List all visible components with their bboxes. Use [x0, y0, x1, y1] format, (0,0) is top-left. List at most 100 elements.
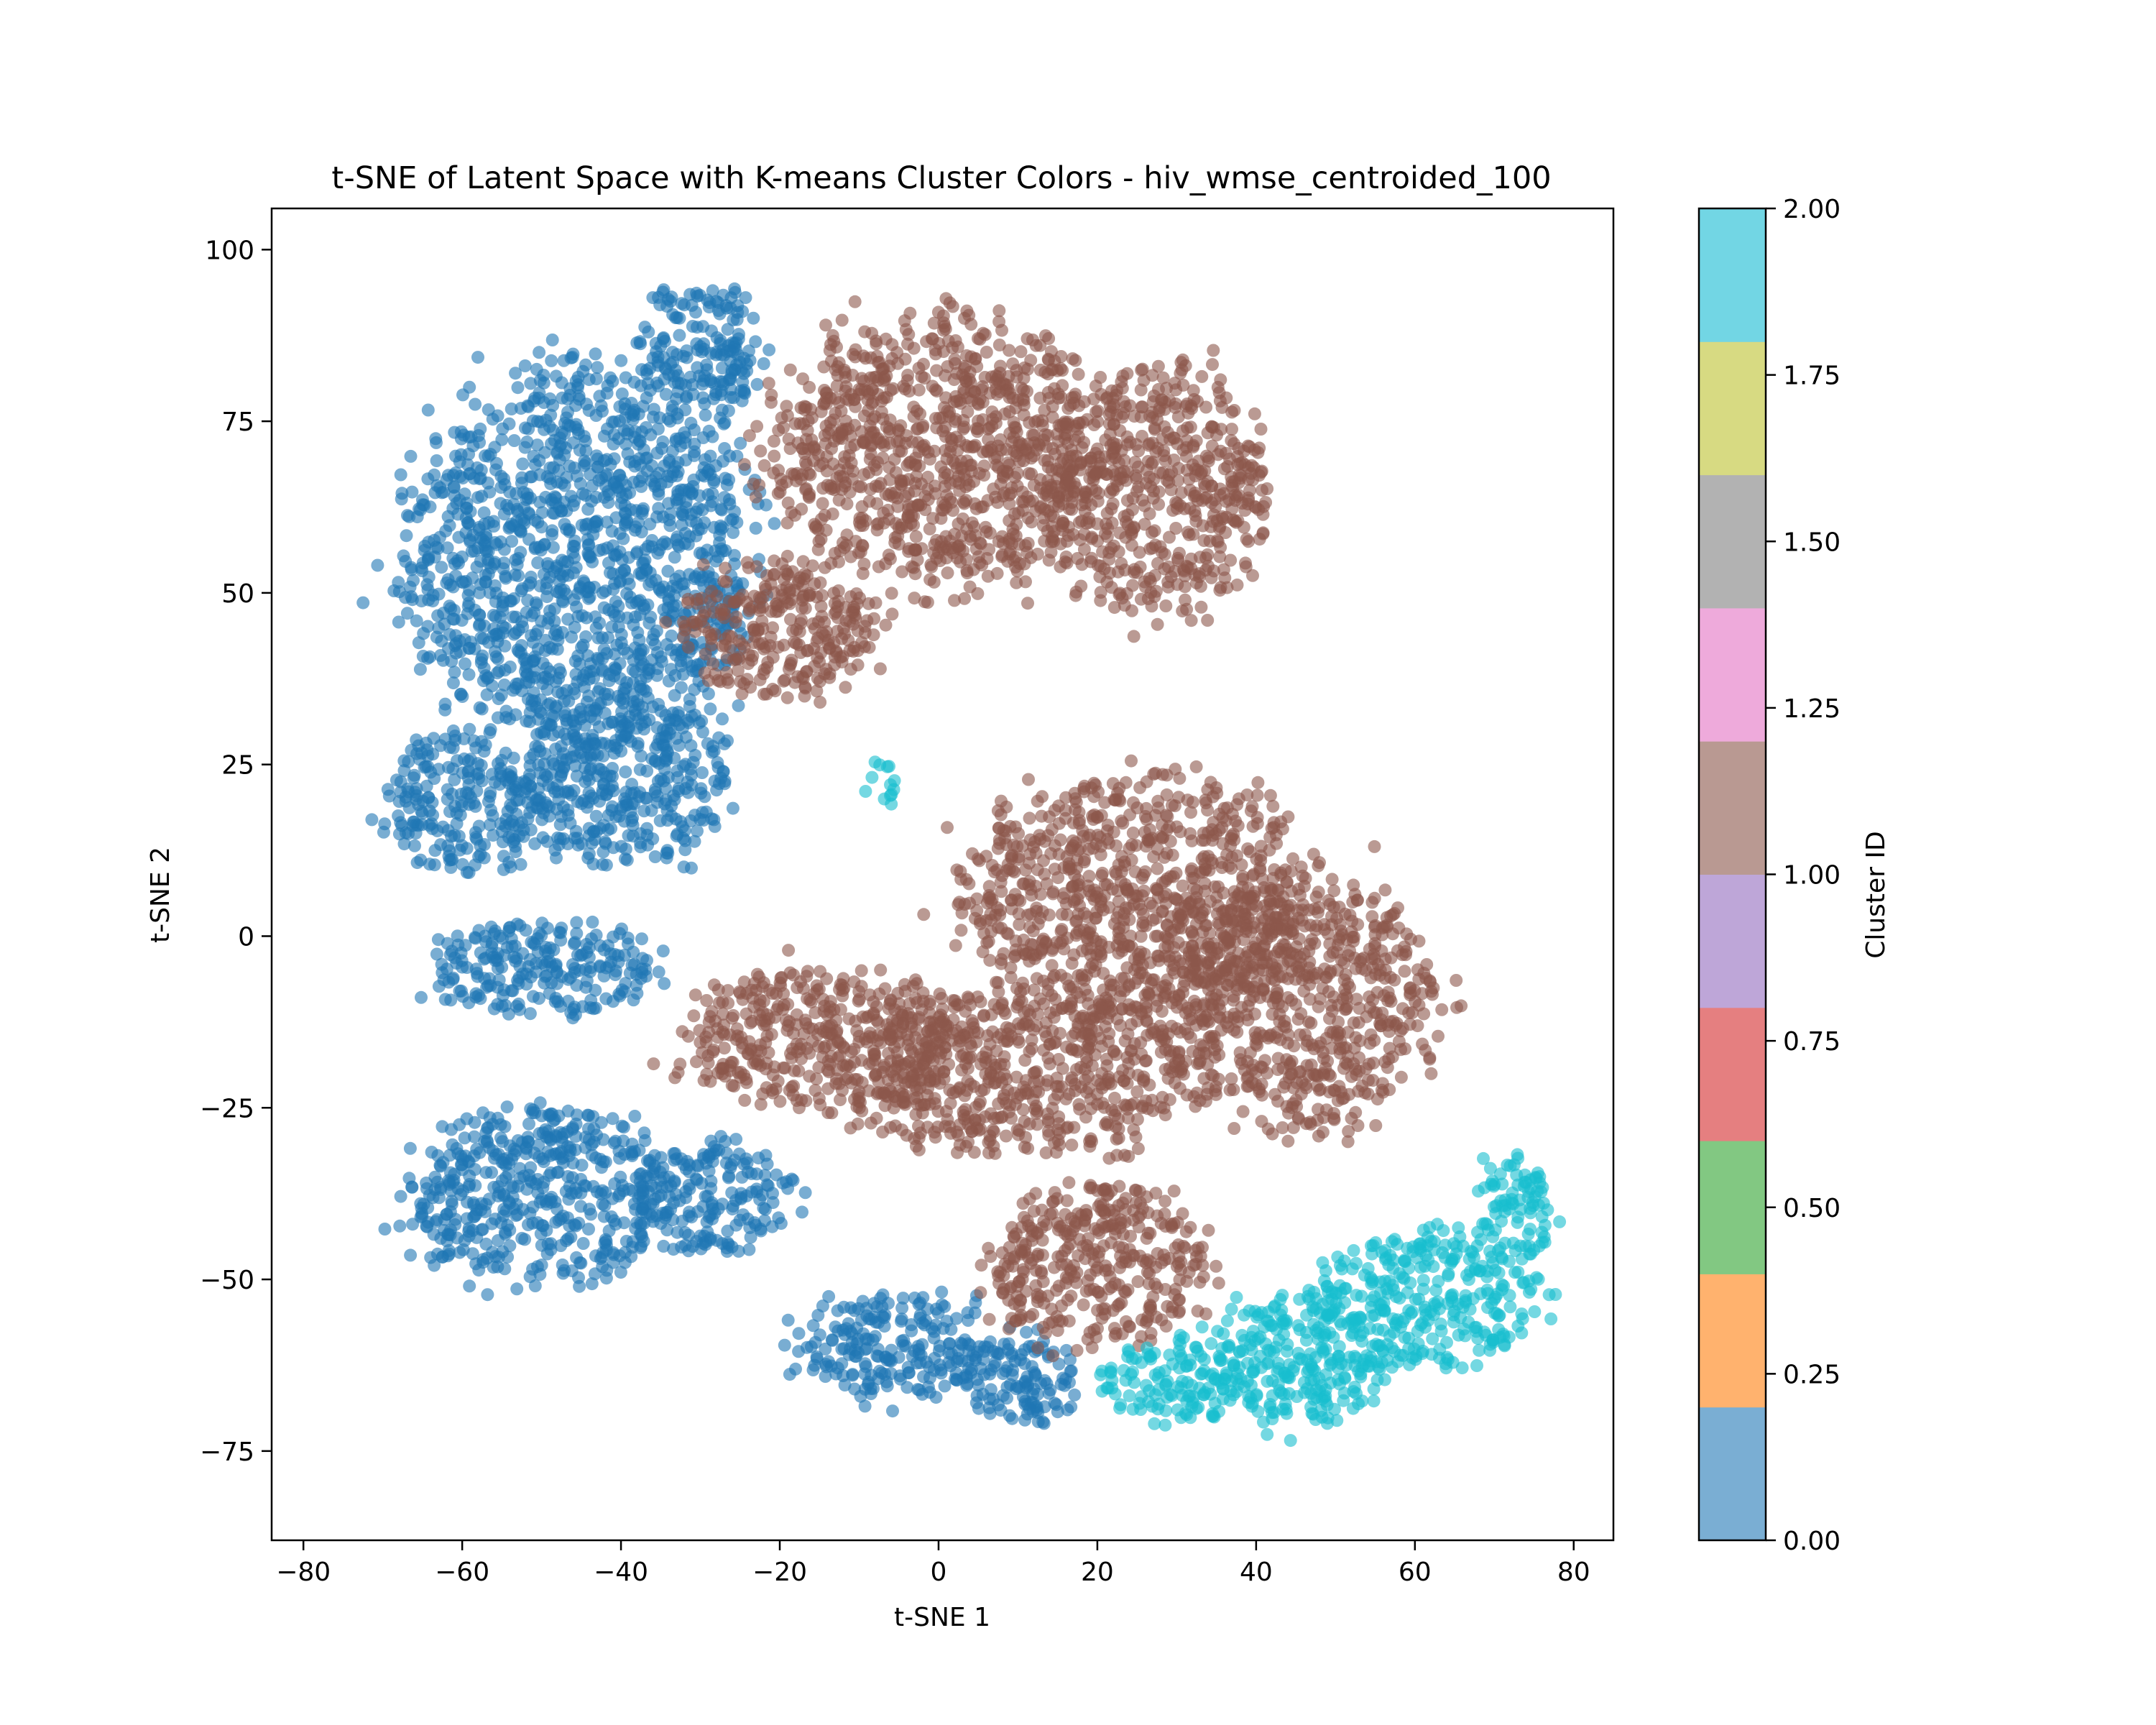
data-point [801, 414, 815, 428]
data-point [484, 448, 497, 461]
data-point [727, 1200, 740, 1213]
data-point [730, 449, 744, 463]
data-point [923, 1360, 936, 1374]
data-point [778, 1338, 791, 1352]
data-point [613, 527, 627, 540]
data-point [688, 834, 701, 848]
data-point [759, 498, 773, 512]
data-point [995, 550, 1009, 564]
data-point [1137, 374, 1151, 387]
data-point [429, 540, 443, 554]
data-point [470, 561, 484, 574]
data-point [459, 657, 471, 671]
data-point [579, 358, 592, 372]
data-point [448, 557, 461, 571]
data-point [421, 403, 435, 417]
data-point [563, 816, 577, 830]
data-point [459, 526, 473, 540]
data-point [581, 851, 595, 865]
data-point [519, 924, 533, 937]
data-point [508, 568, 522, 581]
data-point [947, 395, 961, 409]
data-point [1240, 533, 1253, 546]
data-point [735, 1170, 749, 1184]
data-point [635, 749, 648, 763]
data-point [582, 786, 596, 799]
data-point [480, 688, 494, 702]
data-point [602, 782, 616, 796]
data-point [420, 1182, 433, 1195]
data-point [549, 1128, 563, 1142]
data-point [493, 1186, 507, 1200]
data-point [583, 1202, 596, 1216]
data-point [661, 564, 675, 578]
data-point [686, 378, 699, 392]
data-point [663, 519, 677, 533]
data-point [507, 592, 521, 605]
data-point [525, 629, 538, 643]
data-point [972, 1402, 985, 1415]
data-point [1044, 1383, 1057, 1397]
data-point [510, 502, 524, 516]
data-point [528, 458, 542, 472]
data-point [518, 1233, 532, 1246]
data-point [475, 774, 489, 788]
data-point [525, 800, 539, 814]
data-point [652, 290, 665, 304]
data-point [468, 1116, 482, 1129]
data-point [1020, 1325, 1033, 1339]
data-point [589, 347, 602, 361]
data-point [1143, 470, 1156, 484]
data-point [483, 586, 497, 599]
data-point [479, 1166, 493, 1179]
data-point [783, 658, 797, 672]
data-point [528, 1146, 541, 1160]
data-point [497, 1156, 510, 1169]
data-point [768, 449, 781, 463]
data-point [1016, 504, 1030, 517]
data-point [1033, 363, 1047, 377]
data-point [503, 520, 517, 533]
data-point [687, 423, 701, 437]
data-point [903, 306, 917, 320]
data-point [667, 1196, 681, 1210]
data-point [702, 1164, 716, 1178]
data-point [499, 819, 512, 833]
data-point [940, 489, 954, 502]
data-point [1015, 485, 1029, 499]
data-point [719, 561, 732, 575]
data-point [448, 730, 462, 742]
data-point [728, 595, 742, 609]
data-point [568, 494, 581, 508]
data-point [626, 676, 640, 689]
data-point [524, 377, 538, 390]
data-point [902, 1366, 916, 1379]
data-point [453, 688, 467, 702]
data-point [877, 506, 890, 520]
data-point [537, 567, 550, 581]
data-point [970, 359, 984, 373]
data-point [615, 733, 629, 747]
data-point [925, 560, 939, 574]
data-point [660, 814, 674, 827]
data-point [916, 419, 930, 433]
data-point [420, 578, 434, 592]
data-point [498, 1225, 512, 1239]
data-point [697, 374, 711, 387]
data-point [589, 809, 603, 823]
data-point [560, 1234, 573, 1248]
data-point [1135, 362, 1149, 376]
data-point [704, 468, 717, 482]
data-point [597, 601, 611, 615]
data-point [602, 809, 615, 822]
data-point [943, 296, 957, 310]
data-point [547, 1114, 560, 1128]
data-point [474, 653, 488, 666]
data-point [1005, 1412, 1019, 1425]
data-point [430, 630, 443, 644]
data-point [402, 510, 416, 523]
data-point [580, 666, 594, 680]
data-point [652, 965, 665, 979]
data-point [706, 1212, 719, 1225]
data-point [691, 824, 704, 838]
